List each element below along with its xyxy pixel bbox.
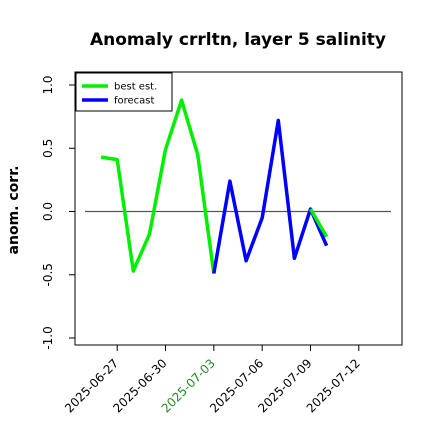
chart-title: Anomaly crrltn, layer 5 salinity (90, 30, 386, 50)
y-tick-label: -0.5 (41, 263, 55, 286)
y-tick-label: 0.0 (41, 202, 55, 221)
series-line-forecast (212, 118, 329, 274)
y-tick-label: 0.5 (41, 139, 55, 158)
y-tick-label: 1.0 (41, 75, 55, 94)
y-tick-label: -1.0 (41, 326, 55, 349)
legend: best est. forecast (75, 72, 173, 112)
legend-entry: forecast (114, 96, 155, 107)
y-axis-label: anom. corr. (6, 166, 22, 255)
legend-box (75, 72, 173, 112)
legend-entry: best est. (114, 82, 157, 93)
series-line-best-est (100, 98, 216, 274)
series-line-segment-2 (308, 208, 329, 238)
plot-area-frame (74, 71, 403, 346)
